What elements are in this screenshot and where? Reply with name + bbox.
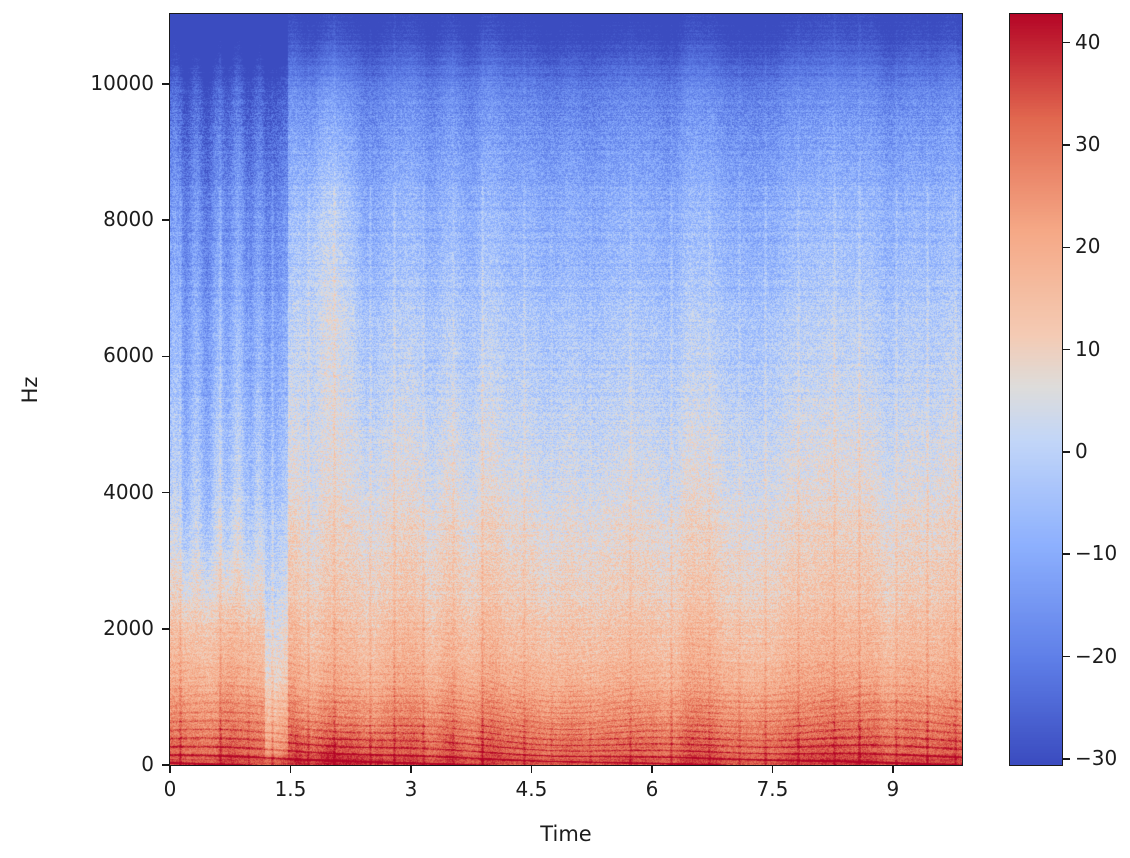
y-tick-label: 4000 [103,479,154,504]
colorbar-tick-label: −20 [1075,643,1118,668]
y-tick-label: 0 [141,752,154,776]
colorbar-tick-label: 40 [1075,29,1101,54]
colorbar-tick-label: 0 [1075,438,1088,463]
x-tick-mark [892,766,894,773]
y-tick-mark [162,219,169,221]
y-tick-mark [162,83,169,85]
y-tick-label: 8000 [103,207,154,232]
plot-area [169,13,963,766]
colorbar-tick-label: 20 [1075,234,1101,259]
x-tick-mark [651,766,653,773]
y-tick-label: 6000 [103,343,154,368]
x-tick-mark [289,766,292,773]
colorbar [1009,13,1063,766]
x-tick-mark [169,766,171,773]
y-tick-mark [162,491,169,494]
x-tick-label: 6 [645,777,659,801]
y-tick-label: 10000 [90,70,154,95]
colorbar-tick-label: 10 [1075,336,1101,361]
x-tick-mark [410,766,412,773]
x-tick-label: 3 [404,777,418,801]
colorbar-tick-label: −30 [1075,745,1118,770]
x-tick-label: 0 [163,777,177,801]
colorbar-tick-mark [1063,246,1070,249]
spectrogram-heatmap-canvas [170,14,962,765]
y-tick-mark [162,628,169,630]
x-axis-label: Time [540,822,592,846]
colorbar-tick-mark [1063,41,1070,44]
colorbar-tick-mark [1063,758,1070,760]
x-tick-label: 9 [886,777,900,801]
x-tick-mark [530,766,533,773]
colorbar-tick-mark [1063,553,1070,555]
y-tick-label: 2000 [103,615,154,640]
colorbar-tick-mark [1063,144,1070,146]
x-tick-mark [771,766,774,773]
colorbar-tick-mark [1063,451,1070,453]
x-tick-label: 7.5 [756,777,789,801]
colorbar-gradient-canvas [1010,14,1062,765]
colorbar-tick-mark [1063,348,1070,351]
colorbar-tick-mark [1063,655,1070,658]
colorbar-tick-label: 30 [1075,131,1101,156]
y-tick-mark [162,764,169,766]
colorbar-tick-label: −10 [1075,541,1118,566]
x-tick-label: 1.5 [274,777,307,801]
x-tick-label: 4.5 [515,777,548,801]
y-axis-label-text: Hz [18,376,42,404]
y-tick-mark [162,355,169,358]
